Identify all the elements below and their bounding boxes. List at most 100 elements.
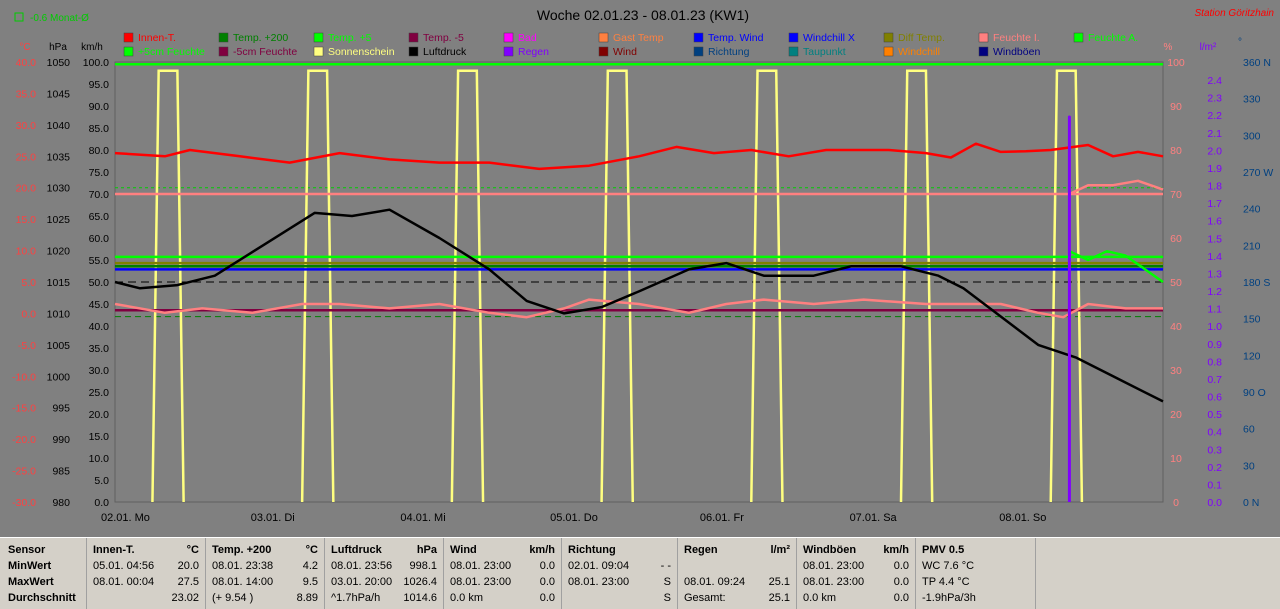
tick-rain: 2.2 (1207, 110, 1222, 122)
stats-block: Windböen km/h 08.01. 23:00 0.0 08.01. 23:00 0… (796, 538, 916, 609)
legend-swatch (408, 46, 419, 57)
legend-label: +5cm Feuchte (138, 46, 205, 58)
legend-label: Diff Temp. (898, 32, 945, 44)
legend-swatch (598, 46, 609, 57)
stats-avg-value: 1014.6 (403, 592, 437, 604)
legend-swatch (313, 32, 324, 43)
tick-direction: 120 (1243, 350, 1261, 362)
tick-direction: 150 (1243, 314, 1261, 326)
stats-unit: °C (305, 544, 318, 556)
indicator-box-icon (14, 12, 24, 22)
series-line (1068, 179, 1164, 196)
tick-temp: 5.0 (21, 277, 36, 289)
series-line (114, 298, 1163, 319)
station-name: Station Göritzhain (1195, 8, 1275, 19)
tick-kmh: 85.0 (89, 123, 110, 135)
legend-swatch (693, 32, 704, 43)
tick-temp: -5.0 (18, 340, 36, 352)
stats-min-value: 0.0 (539, 560, 555, 572)
tick-pct: 100 (1167, 57, 1185, 69)
tick-hpa: 985 (52, 466, 70, 478)
tick-rain: 2.0 (1207, 145, 1222, 157)
legend-label: Temp. -5 (423, 32, 464, 44)
stats-block: Temp. +200 °C 08.01. 23:38 4.2 08.01. 14:00 9… (205, 538, 325, 609)
tick-day: 08.01. So (999, 512, 1046, 524)
tick-rain: 1.8 (1207, 181, 1222, 193)
tick-rain: 0.2 (1207, 462, 1222, 474)
tick-pct: 30 (1170, 365, 1182, 377)
tick-kmh: 60.0 (89, 233, 110, 245)
tick-day: 07.01. Sa (850, 512, 898, 524)
legend-label: Feuchte I. (993, 32, 1040, 44)
sunshine-curve (600, 69, 635, 503)
legend-swatch (883, 32, 894, 43)
legend-swatch (1073, 32, 1084, 43)
stats-title: Richtung (568, 544, 616, 556)
tick-direction: 0 N (1243, 497, 1259, 509)
stats-avg-value: 23.02 (171, 592, 199, 604)
stats-max-value: 9.5 (302, 576, 318, 588)
tick-kmh: 55.0 (89, 255, 110, 267)
stats-title: Luftdruck (331, 544, 382, 556)
tick-kmh: 45.0 (89, 299, 110, 311)
tick-direction: 240 (1243, 204, 1261, 216)
tick-direction: 180 S (1243, 277, 1270, 289)
legend-label: Innen-T. (138, 32, 176, 44)
tick-pct: 60 (1170, 233, 1182, 245)
tick-rain: 0.9 (1207, 339, 1222, 351)
tick-rain: 1.7 (1207, 198, 1222, 210)
stats-title: Regen (684, 544, 718, 556)
legend-swatch (978, 46, 989, 57)
tick-kmh: 10.0 (89, 453, 110, 465)
stats-max-value: 0.0 (893, 576, 909, 588)
series-line (114, 142, 1164, 171)
tick-pct: 90 (1170, 101, 1182, 113)
tick-rain: 0.8 (1207, 356, 1222, 368)
tick-rain: 1.3 (1207, 268, 1222, 280)
legend-swatch (978, 32, 989, 43)
tick-rain: 1.1 (1207, 304, 1222, 316)
tick-hpa: 1020 (47, 246, 71, 258)
tick-rain: 2.4 (1207, 75, 1222, 87)
legend-label: Temp. +200 (233, 32, 288, 44)
stats-avg-value: 0.0 (893, 592, 909, 604)
tick-kmh: 0.0 (94, 497, 109, 509)
tick-hpa: 1045 (47, 88, 71, 100)
tick-temp: 25.0 (16, 151, 37, 163)
tick-temp: 35.0 (16, 88, 37, 100)
axis-unit-temp: °C (19, 42, 30, 53)
sunshine-curve (300, 69, 335, 503)
stats-max-time: 08.01. 23:00 (450, 576, 512, 588)
tick-pct: 10 (1170, 453, 1182, 465)
stats-row-labels: Sensor MinWert MaxWert Durchschnitt (0, 538, 87, 609)
tick-rain: 1.5 (1207, 233, 1222, 245)
legend-swatch (408, 32, 419, 43)
legend-label: Temp. Wind (708, 32, 764, 44)
tick-day: 02.01. Mo (101, 512, 150, 524)
stats-title: PMV 0.5 (922, 544, 965, 556)
legend-swatch (788, 32, 799, 43)
stats-avg-time: (+ 9.54 ) (212, 592, 254, 604)
stats-avg-time: -1.9hPa/3h (922, 592, 976, 604)
tick-hpa: 1040 (47, 120, 71, 132)
tick-rain: 0.7 (1207, 374, 1222, 386)
tick-hpa: 1035 (47, 151, 71, 163)
stats-min-time: 02.01. 09:04 (568, 560, 630, 572)
tick-direction: 90 O (1243, 387, 1266, 399)
stats-avg-value: 0.0 (539, 592, 555, 604)
tick-hpa: 1025 (47, 214, 71, 226)
tick-kmh: 50.0 (89, 277, 110, 289)
tick-kmh: 35.0 (89, 343, 110, 355)
tick-hpa: 1030 (47, 183, 71, 195)
legend-swatch (218, 32, 229, 43)
tick-kmh: 30.0 (89, 365, 110, 377)
tick-rain: 2.1 (1207, 128, 1222, 140)
stats-avg-time: ^1.7hPa/h (331, 592, 381, 604)
stats-title: Windböen (803, 544, 857, 556)
sunshine-curve (899, 69, 934, 503)
legend-swatch (123, 46, 134, 57)
axis-unit-kmh: km/h (81, 42, 103, 53)
stats-min-time: 05.01. 04:56 (93, 560, 155, 572)
stats-max-value: 0.0 (539, 576, 555, 588)
stats-block: Innen-T. °C 05.01. 04:56 20.0 08.01. 00:04 27… (86, 538, 206, 609)
